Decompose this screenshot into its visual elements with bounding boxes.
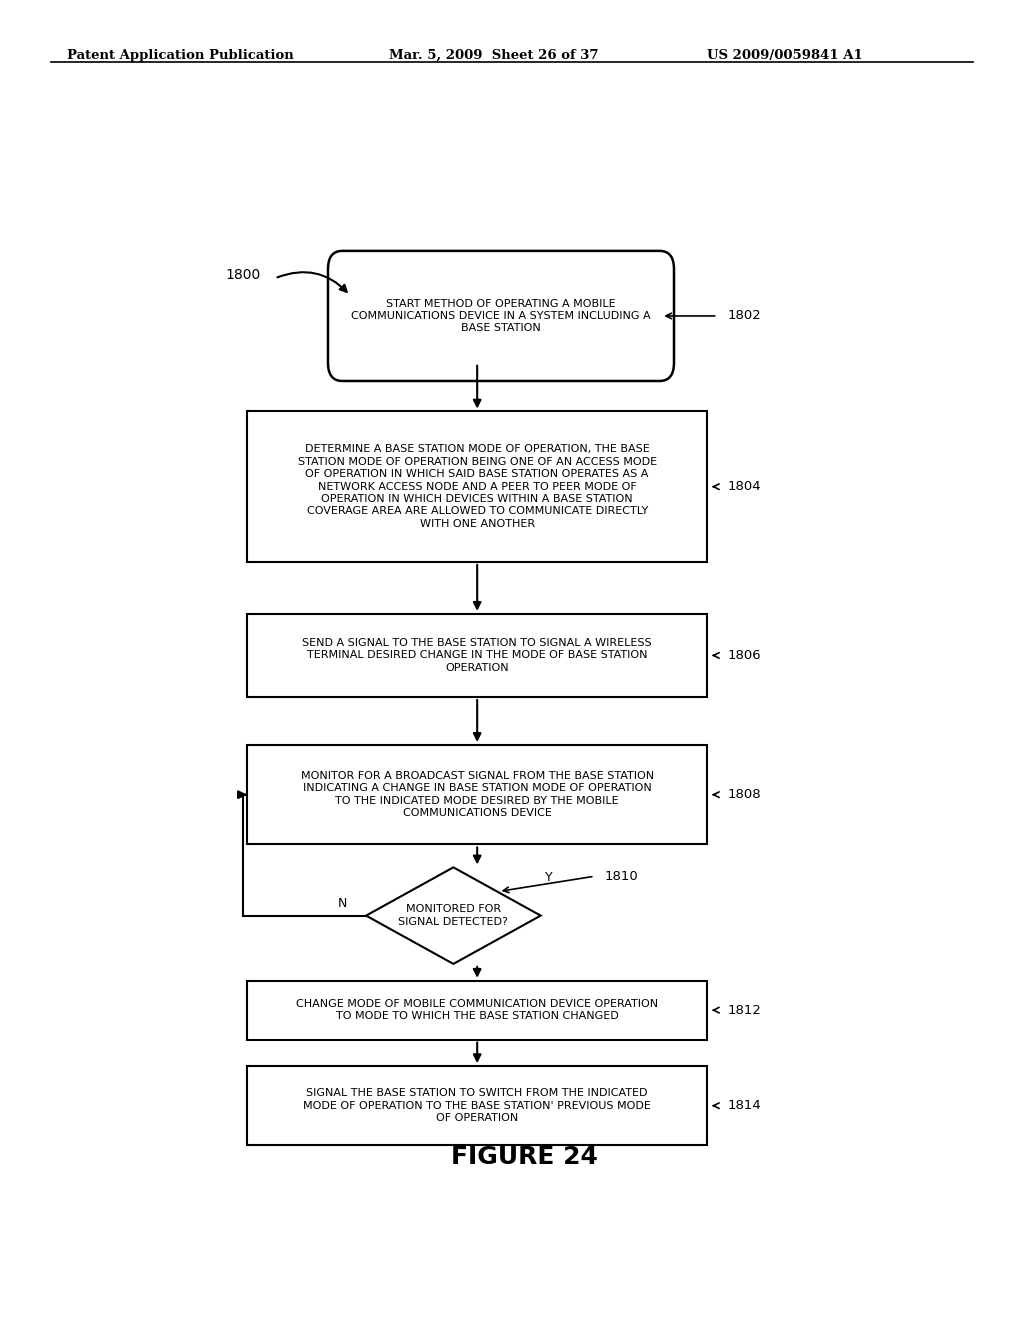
Text: SIGNAL THE BASE STATION TO SWITCH FROM THE INDICATED
MODE OF OPERATION TO THE BA: SIGNAL THE BASE STATION TO SWITCH FROM T… xyxy=(303,1088,651,1123)
Text: CHANGE MODE OF MOBILE COMMUNICATION DEVICE OPERATION
TO MODE TO WHICH THE BASE S: CHANGE MODE OF MOBILE COMMUNICATION DEVI… xyxy=(296,999,658,1022)
Text: 1802: 1802 xyxy=(727,309,761,322)
Bar xyxy=(247,981,708,1040)
Bar xyxy=(247,412,708,562)
FancyBboxPatch shape xyxy=(328,251,674,381)
Polygon shape xyxy=(367,867,541,964)
Text: Patent Application Publication: Patent Application Publication xyxy=(67,49,293,62)
Text: 1812: 1812 xyxy=(727,1003,761,1016)
Text: Y: Y xyxy=(545,871,552,884)
Text: US 2009/0059841 A1: US 2009/0059841 A1 xyxy=(707,49,862,62)
Text: MONITORED FOR
SIGNAL DETECTED?: MONITORED FOR SIGNAL DETECTED? xyxy=(398,904,508,927)
Text: FIGURE 24: FIGURE 24 xyxy=(452,1144,598,1168)
Text: N: N xyxy=(338,896,347,909)
Text: MONITOR FOR A BROADCAST SIGNAL FROM THE BASE STATION
INDICATING A CHANGE IN BASE: MONITOR FOR A BROADCAST SIGNAL FROM THE … xyxy=(301,771,653,818)
Text: DETERMINE A BASE STATION MODE OF OPERATION, THE BASE
STATION MODE OF OPERATION B: DETERMINE A BASE STATION MODE OF OPERATI… xyxy=(298,445,656,529)
Text: 1810: 1810 xyxy=(604,870,638,883)
Text: SEND A SIGNAL TO THE BASE STATION TO SIGNAL A WIRELESS
TERMINAL DESIRED CHANGE I: SEND A SIGNAL TO THE BASE STATION TO SIG… xyxy=(302,638,652,673)
Text: START METHOD OF OPERATING A MOBILE
COMMUNICATIONS DEVICE IN A SYSTEM INCLUDING A: START METHOD OF OPERATING A MOBILE COMMU… xyxy=(351,298,651,334)
Text: 1800: 1800 xyxy=(225,268,261,282)
Text: Mar. 5, 2009  Sheet 26 of 37: Mar. 5, 2009 Sheet 26 of 37 xyxy=(389,49,599,62)
Bar xyxy=(247,1067,708,1146)
Text: 1804: 1804 xyxy=(727,480,761,494)
Bar xyxy=(247,614,708,697)
Text: 1806: 1806 xyxy=(727,649,761,661)
Text: 1808: 1808 xyxy=(727,788,761,801)
Bar xyxy=(247,744,708,845)
Text: 1814: 1814 xyxy=(727,1100,761,1113)
